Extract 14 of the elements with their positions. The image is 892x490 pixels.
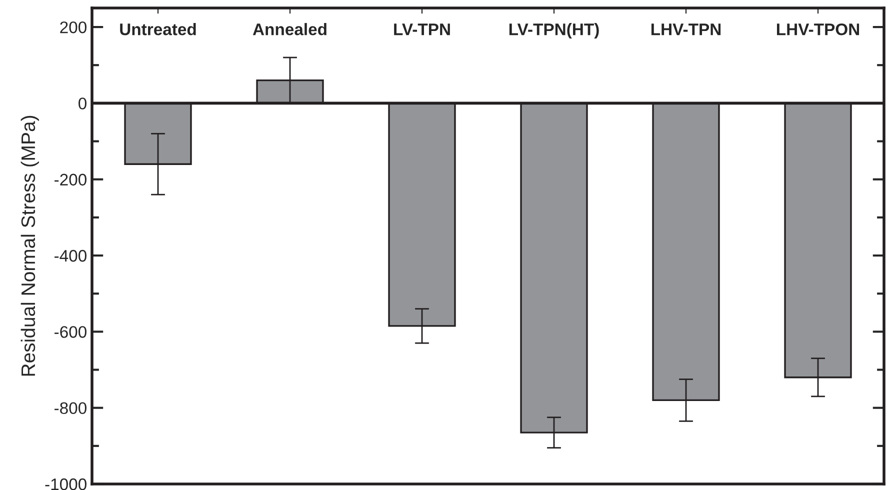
y-axis-title: Residual Normal Stress (MPa) — [20, 116, 39, 376]
x-tick-label: LV-TPN — [394, 24, 450, 36]
y-tick-label: 200 — [60, 21, 86, 34]
y-tick-label: 0 — [78, 98, 86, 110]
y-tick-label: -200 — [54, 174, 86, 186]
x-tick-label: LHV-TPON — [776, 23, 860, 36]
y-tick-label: -400 — [54, 250, 86, 262]
x-tick-label: Annealed — [252, 23, 326, 36]
x-tick-label: LV-TPN(HT) — [509, 23, 599, 39]
y-tick-label: -1000 — [45, 478, 86, 490]
y-tick-label: -800 — [54, 402, 86, 414]
x-tick-label: Untreated — [120, 23, 196, 36]
y-tick-label: -600 — [54, 326, 86, 338]
x-tick-label: LHV-TPN — [651, 24, 721, 36]
